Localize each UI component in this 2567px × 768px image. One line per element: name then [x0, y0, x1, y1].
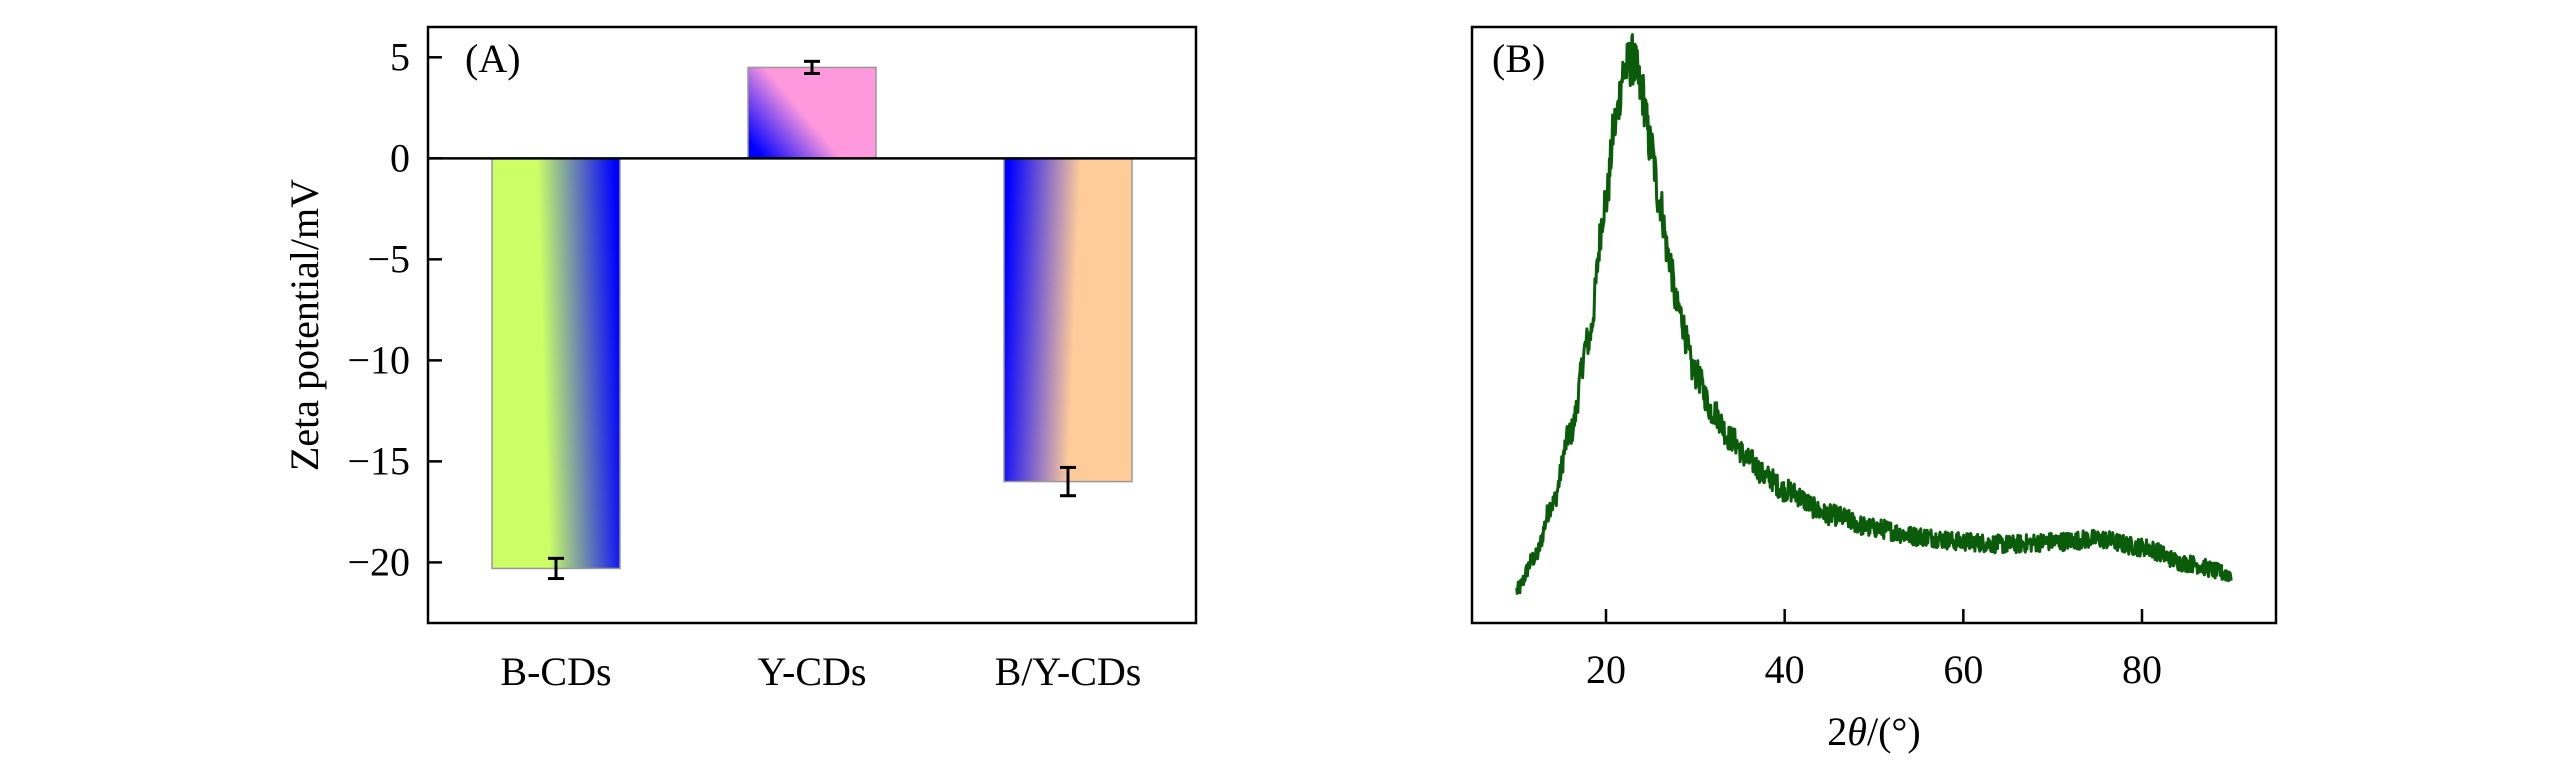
y-tick-label: −10: [347, 337, 410, 382]
y-tick-label: −5: [367, 236, 410, 281]
xrd-curve: [1515, 33, 2233, 595]
panel-label-b: (B): [1492, 36, 1545, 81]
x-axis-label-prefix: 2: [1827, 709, 1847, 754]
x-axis-label-b: 2θ/(°): [1827, 709, 1920, 754]
panel-label-a: (A): [465, 36, 521, 81]
error-bars-layer: [548, 59, 1076, 581]
x-axis-ticks-b: 20 40 60 80: [1586, 609, 2162, 692]
x-tick-label: 20: [1586, 647, 1626, 692]
x-axis-labels-a: B-CDs Y-CDs B/Y-CDs: [500, 649, 1141, 694]
x-axis-label-suffix: /(°): [1867, 709, 1921, 754]
plot-frame-a: [426, 25, 1198, 625]
zeta-potential-bar-chart: 5 0 −5 −10 −15 −20 B-CDs Y-CDs B/Y-CDs Zeta pot…: [282, 25, 1198, 694]
xrd-pattern-chart: 20 40 60 80 2θ/(°) (B): [1470, 25, 2278, 754]
error-bar-b-cds: [548, 556, 564, 581]
y-axis-label-a: Zeta potential/mV: [282, 179, 327, 471]
y-tick-label: 0: [390, 135, 410, 180]
bar-y-cds: [747, 66, 877, 160]
x-tick-label-b-y-cds: B/Y-CDs: [995, 649, 1142, 694]
error-bar-y-cds: [804, 59, 820, 75]
x-tick-label: 60: [1943, 647, 1983, 692]
bar-b-cds: [491, 157, 621, 570]
error-bar-b-y-cds: [1060, 465, 1076, 498]
y-tick-label: 5: [390, 34, 410, 79]
bar-b-y-cds: [1003, 157, 1133, 483]
y-axis-ticks-a: 5 0 −5 −10 −15 −20: [347, 34, 442, 584]
y-tick-label: −15: [347, 438, 410, 483]
x-axis-label-theta: θ: [1847, 709, 1867, 754]
plot-frame-b: [1470, 25, 2278, 625]
bars-layer: [491, 66, 1133, 570]
x-tick-label-b-cds: B-CDs: [500, 649, 611, 694]
x-tick-label: 80: [2122, 647, 2162, 692]
x-tick-label: 40: [1765, 647, 1805, 692]
y-tick-label: −20: [347, 539, 410, 584]
x-tick-label-y-cds: Y-CDs: [758, 649, 867, 694]
